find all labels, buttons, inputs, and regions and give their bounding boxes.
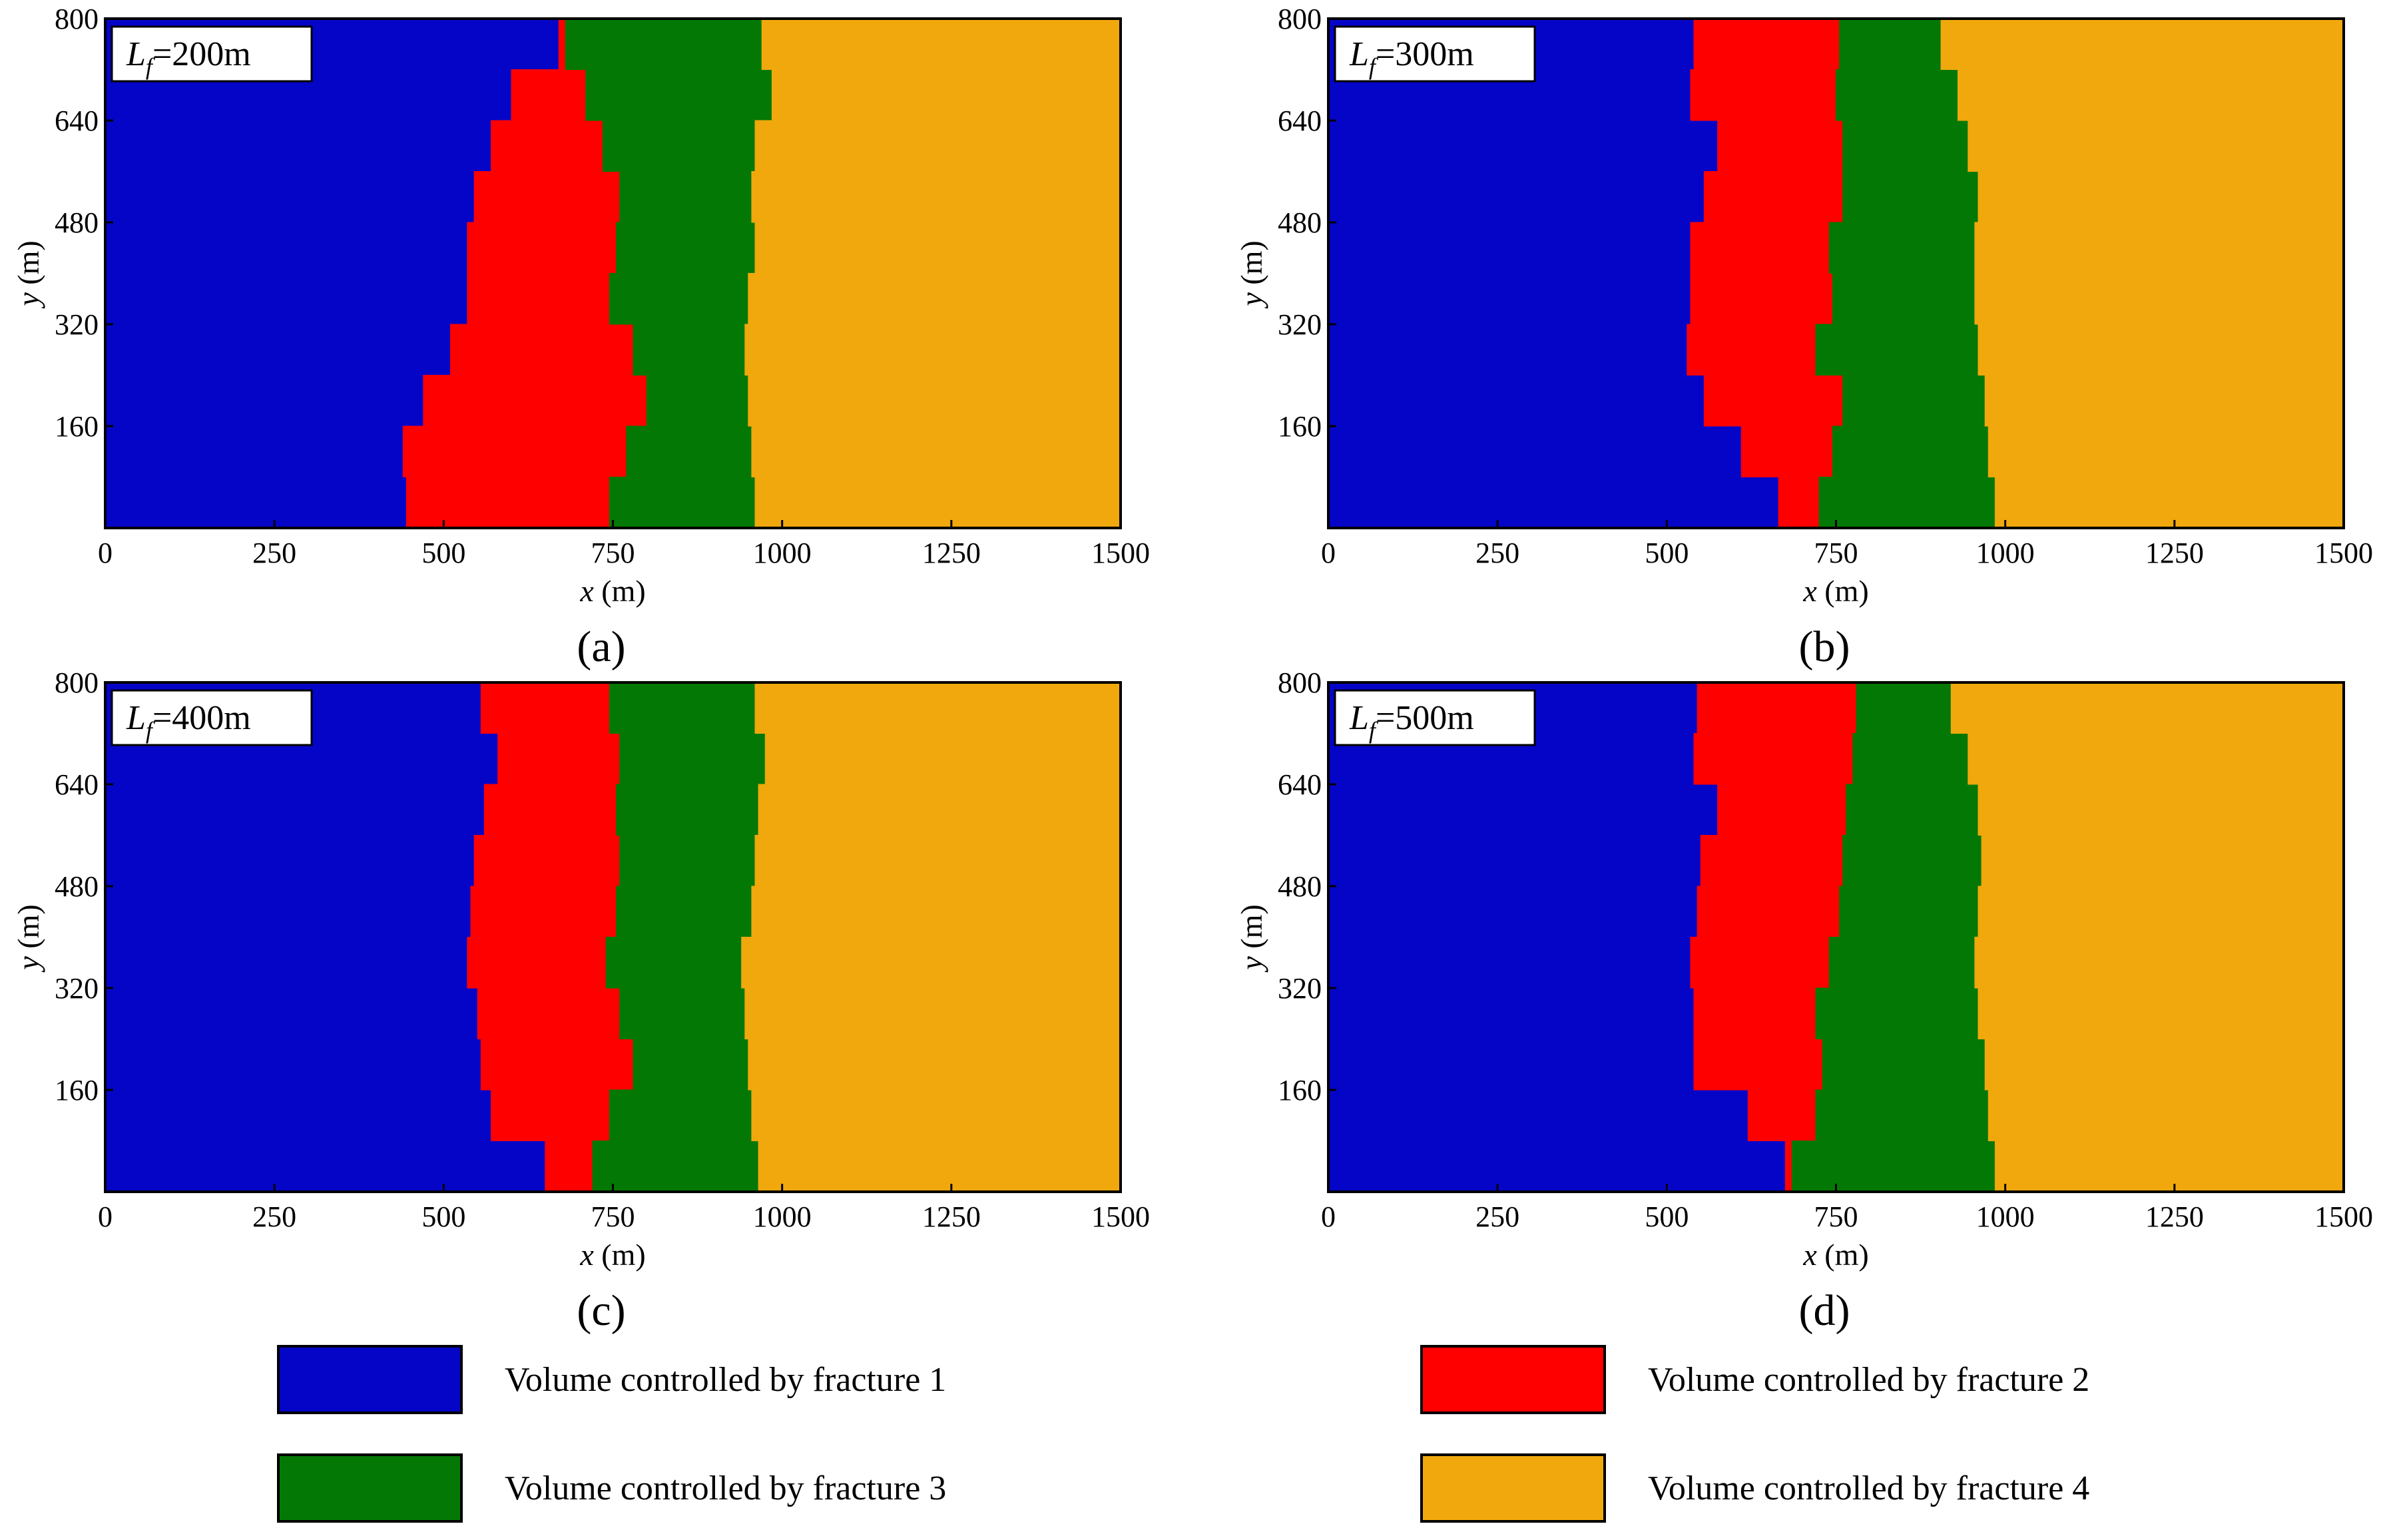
y-tick-label: 640 <box>55 105 99 137</box>
region-fracture-4 <box>741 682 1121 1192</box>
y-tick-label: 480 <box>1278 870 1322 903</box>
region-fracture-4 <box>1940 18 2344 529</box>
y-tick-label: 800 <box>1278 3 1322 35</box>
x-axis-label: x (m) <box>1802 1238 1868 1272</box>
y-tick-label: 160 <box>55 410 99 443</box>
y-axis-label: y (m) <box>1234 240 1268 308</box>
legend-swatch <box>1420 1345 1606 1414</box>
y-tick-label: 800 <box>55 666 99 699</box>
x-tick-label: 250 <box>252 537 296 569</box>
x-tick-label: 0 <box>1321 537 1336 569</box>
x-tick-label: 500 <box>421 537 465 569</box>
y-tick-label: 640 <box>1278 768 1322 801</box>
subfigure-label: (b) <box>1799 623 1850 671</box>
x-tick-label: 250 <box>1475 537 1519 569</box>
x-tick-label: 250 <box>252 1200 296 1233</box>
fracture-length-annotation: Lf=300m <box>1334 25 1536 83</box>
y-tick-label: 480 <box>55 206 99 239</box>
region-fracture-4 <box>1950 682 2344 1192</box>
x-tick-label: 750 <box>591 1200 635 1233</box>
x-tick-label: 0 <box>98 1200 113 1233</box>
svg-text:Lf=500m: Lf=500m <box>1349 699 1474 744</box>
legend-item-fracture-3: Volume controlled by fracture 3 <box>277 1453 946 1523</box>
y-tick-label: 480 <box>55 870 99 903</box>
y-axis-label: y (m) <box>1234 904 1268 972</box>
x-tick-label: 0 <box>1321 1200 1336 1233</box>
y-tick-label: 160 <box>1278 1074 1322 1107</box>
x-axis-label: x (m) <box>579 1238 645 1272</box>
panel-1: 0 250 500 750 1000 1250 1500 160 320 480 640 800 x (… <box>11 3 1150 671</box>
panel-4: 0 250 500 750 1000 1250 1500 160 320 480 640 800 x (… <box>1234 666 2373 1335</box>
x-tick-label: 750 <box>591 537 635 569</box>
svg-text:Lf=300m: Lf=300m <box>1349 35 1474 80</box>
legend-swatch <box>277 1345 463 1414</box>
legend-item-fracture-1: Volume controlled by fracture 1 <box>277 1345 946 1414</box>
x-tick-label: 500 <box>421 1200 465 1233</box>
y-tick-label: 800 <box>1278 666 1322 699</box>
x-tick-label: 1500 <box>1091 1200 1150 1233</box>
legend-swatch <box>1420 1453 1606 1523</box>
x-tick-label: 1000 <box>1976 537 2035 569</box>
x-tick-label: 750 <box>1814 537 1858 569</box>
x-tick-label: 1250 <box>2145 537 2204 569</box>
svg-text:Lf=200m: Lf=200m <box>126 35 251 80</box>
y-tick-label: 640 <box>55 768 99 801</box>
x-tick-label: 500 <box>1645 537 1689 569</box>
y-tick-label: 160 <box>1278 410 1322 443</box>
x-tick-label: 1250 <box>922 537 981 569</box>
y-tick-label: 800 <box>55 3 99 35</box>
x-tick-label: 1500 <box>1091 537 1150 569</box>
legend-label: Volume controlled by fracture 3 <box>505 1469 946 1507</box>
x-tick-label: 1500 <box>2314 1200 2373 1233</box>
x-tick-label: 250 <box>1475 1200 1519 1233</box>
svg-text:Lf=400m: Lf=400m <box>126 699 251 744</box>
legend: Volume controlled by fracture 1 Volume co… <box>277 1345 2089 1523</box>
x-tick-label: 1000 <box>753 537 812 569</box>
y-tick-label: 480 <box>1278 206 1322 239</box>
subfigure-label: (a) <box>577 623 625 671</box>
y-tick-label: 160 <box>55 1074 99 1107</box>
y-axis-label: y (m) <box>11 904 45 972</box>
x-tick-label: 1500 <box>2314 537 2373 569</box>
x-tick-label: 750 <box>1814 1200 1858 1233</box>
legend-label: Volume controlled by fracture 4 <box>1648 1469 2089 1507</box>
panel-2: 0 250 500 750 1000 1250 1500 160 320 480 640 800 x (… <box>1234 3 2373 671</box>
x-axis-label: x (m) <box>579 574 645 608</box>
x-tick-label: 0 <box>98 537 113 569</box>
x-tick-label: 1000 <box>753 1200 812 1233</box>
y-tick-label: 640 <box>1278 105 1322 137</box>
y-tick-label: 320 <box>1278 308 1322 341</box>
x-tick-label: 500 <box>1645 1200 1689 1233</box>
legend-swatch <box>277 1453 463 1523</box>
legend-item-fracture-4: Volume controlled by fracture 4 <box>1420 1453 2089 1523</box>
region-fracture-4 <box>744 18 1121 529</box>
y-axis-label: y (m) <box>11 240 45 308</box>
panel-3: 0 250 500 750 1000 1250 1500 160 320 480 640 800 x (… <box>11 666 1150 1335</box>
x-tick-label: 1000 <box>1976 1200 2035 1233</box>
y-tick-label: 320 <box>55 972 99 1005</box>
fracture-length-annotation: Lf=200m <box>111 25 313 83</box>
subfigure-label: (c) <box>577 1286 625 1335</box>
x-tick-label: 1250 <box>2145 1200 2204 1233</box>
legend-label: Volume controlled by fracture 1 <box>505 1361 946 1399</box>
y-tick-label: 320 <box>55 308 99 341</box>
legend-label: Volume controlled by fracture 2 <box>1648 1361 2089 1399</box>
x-axis-label: x (m) <box>1802 574 1868 608</box>
panels: 0 250 500 750 1000 1250 1500 160 320 480 640 800 x (… <box>11 3 2373 1335</box>
y-tick-label: 320 <box>1278 972 1322 1005</box>
fracture-length-annotation: Lf=400m <box>111 689 313 746</box>
legend-item-fracture-2: Volume controlled by fracture 2 <box>1420 1345 2089 1414</box>
subfigure-label: (d) <box>1799 1286 1850 1335</box>
x-tick-label: 1250 <box>922 1200 981 1233</box>
fracture-length-annotation: Lf=500m <box>1334 689 1536 746</box>
